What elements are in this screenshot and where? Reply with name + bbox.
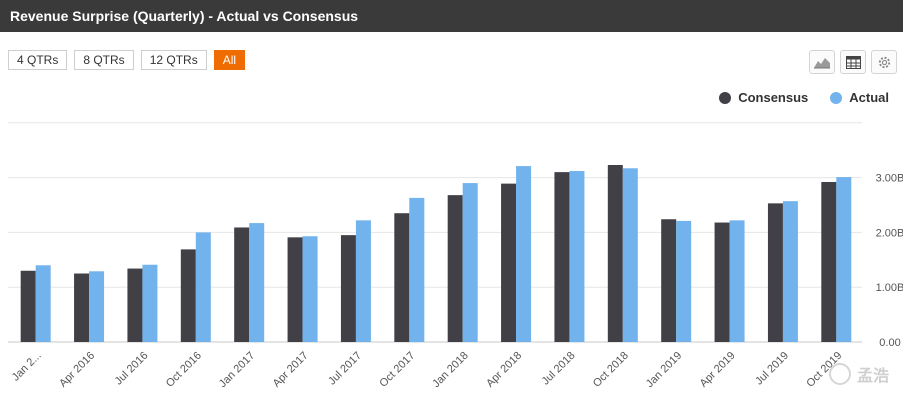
x-tick-label: Jan 2018 — [430, 350, 470, 390]
bar-actual — [836, 177, 852, 342]
bar-actual — [89, 271, 105, 342]
y-tick-label: 0.00 — [879, 337, 900, 349]
bar-consensus — [447, 195, 463, 342]
bar-consensus — [714, 222, 730, 342]
bar-consensus — [661, 219, 677, 342]
legend-item-actual[interactable]: Actual — [830, 90, 889, 105]
legend-swatch-consensus — [719, 91, 732, 104]
x-tick-label: Apr 2018 — [484, 350, 524, 390]
range-8-qtrs-button[interactable]: 8 QTRs — [74, 50, 134, 70]
legend-label-consensus: Consensus — [738, 90, 809, 105]
bar-consensus — [20, 270, 36, 342]
x-tick-label: Oct 2016 — [164, 350, 204, 390]
bar-actual — [195, 232, 211, 342]
bar-consensus — [821, 181, 837, 342]
settings-button[interactable] — [871, 50, 897, 74]
y-tick-label: 1.00B — [876, 282, 903, 294]
bar-consensus — [180, 249, 196, 342]
bar-actual — [35, 265, 51, 342]
bar-actual — [249, 223, 265, 342]
watermark: 孟浩 — [828, 362, 889, 386]
x-tick-label: Oct 2017 — [377, 350, 417, 390]
bar-consensus — [767, 203, 783, 342]
bar-consensus — [394, 213, 410, 342]
x-tick-label: Jul 2016 — [113, 350, 151, 388]
bar-actual — [782, 201, 798, 342]
x-tick-label: Apr 2016 — [57, 350, 97, 390]
x-tick-label: Oct 2018 — [591, 350, 631, 390]
x-tick-label: Jul 2017 — [326, 350, 364, 388]
y-tick-label: 3.00B — [876, 173, 903, 185]
x-tick-label: Jul 2018 — [540, 350, 578, 388]
y-tick-label: 2.00B — [876, 227, 903, 239]
legend-item-consensus[interactable]: Consensus — [719, 90, 808, 105]
x-tick-label: Jan 2... — [10, 350, 44, 384]
bar-actual — [409, 197, 425, 342]
range-4-qtrs-button[interactable]: 4 QTRs — [8, 50, 68, 70]
bar-consensus — [74, 273, 90, 342]
area-chart-icon — [814, 58, 830, 69]
bar-actual — [569, 171, 585, 342]
bar-actual — [516, 166, 532, 342]
bar-actual — [729, 220, 745, 342]
bar-consensus — [234, 227, 250, 342]
x-tick-label: Jul 2019 — [753, 350, 791, 388]
table-view-button[interactable] — [840, 50, 866, 74]
bar-consensus — [287, 237, 303, 342]
watermark-text: 孟浩 — [856, 368, 889, 385]
x-tick-label: Apr 2019 — [698, 350, 738, 390]
bar-consensus — [554, 172, 570, 342]
x-tick-label: Apr 2017 — [271, 350, 311, 390]
x-tick-label: Jan 2019 — [644, 350, 684, 390]
range-12-qtrs-button[interactable]: 12 QTRs — [140, 50, 207, 70]
bar-actual — [676, 220, 692, 342]
x-tick-label: Jan 2017 — [217, 350, 257, 390]
chart-toolbar — [809, 50, 897, 74]
legend-swatch-actual — [830, 91, 843, 104]
range-selector: 4 QTRs 8 QTRs 12 QTRs All — [8, 50, 246, 70]
chart-legend: Consensus Actual — [719, 90, 889, 105]
bar-actual — [302, 236, 318, 342]
bar-actual — [355, 220, 371, 342]
bar-consensus — [340, 235, 356, 342]
bar-consensus — [607, 164, 623, 342]
bar-consensus — [501, 183, 517, 342]
bar-consensus — [127, 268, 143, 342]
watermark-logo-icon — [828, 363, 851, 385]
table-icon — [845, 55, 861, 69]
gear-icon — [878, 56, 890, 68]
bar-actual — [462, 183, 478, 342]
chart-title: Revenue Surprise (Quarterly) - Actual vs… — [0, 0, 903, 32]
area-chart-button[interactable] — [809, 50, 835, 74]
legend-label-actual: Actual — [849, 90, 889, 105]
range-all-button[interactable]: All — [213, 50, 246, 70]
bar-actual — [142, 264, 158, 342]
bar-actual — [622, 168, 638, 342]
